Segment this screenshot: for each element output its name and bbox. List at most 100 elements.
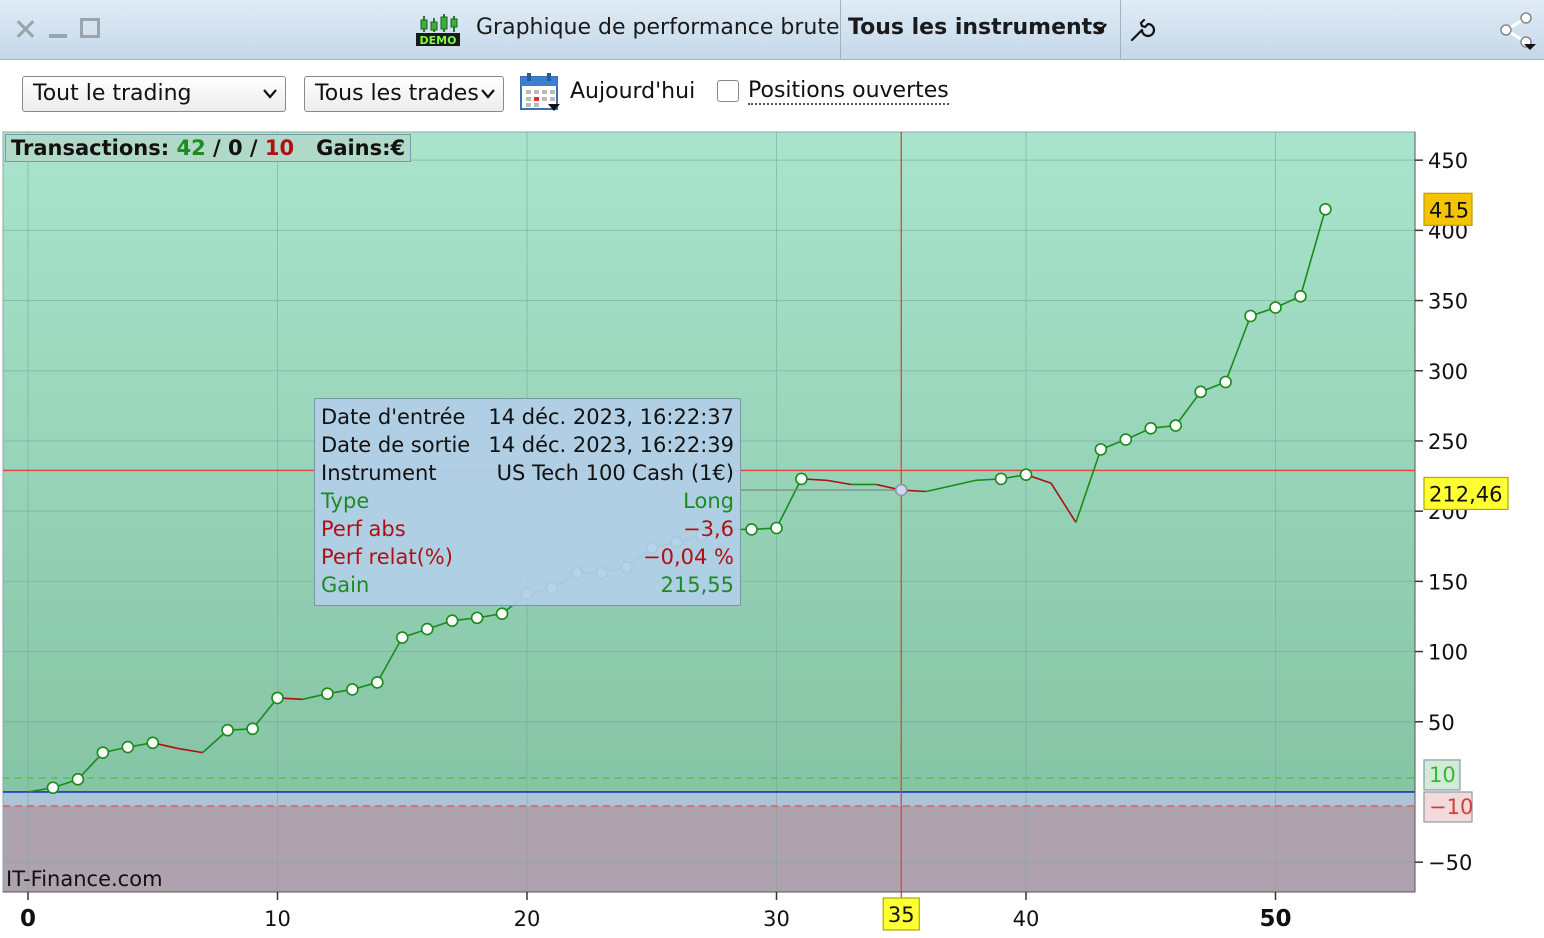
series-segment — [1075, 449, 1102, 523]
data-point — [271, 691, 284, 705]
chevron-down-icon — [263, 89, 277, 99]
tooltip-value: −3,6 — [683, 517, 734, 541]
y-tick-label: −50 — [1428, 851, 1472, 875]
data-point — [246, 722, 259, 736]
chevron-down-icon[interactable] — [1092, 22, 1108, 34]
data-point — [395, 631, 409, 644]
trading-select-value: Tout le trading — [33, 81, 192, 106]
data-point — [96, 746, 110, 759]
y-tick-label: 450 — [1428, 149, 1468, 173]
cursor-x-label-box — [882, 897, 920, 931]
instrument-selector[interactable]: Tous les instruments — [848, 15, 1106, 40]
gains-unit: € — [390, 136, 406, 160]
data-point — [1169, 419, 1182, 432]
lower-threshold-label: −10 — [1429, 795, 1473, 819]
series-segment — [1175, 391, 1202, 426]
trades-select-value: Tous les trades — [315, 81, 479, 106]
wrench-icon[interactable] — [1128, 16, 1156, 44]
losses-count: 10 — [264, 136, 295, 160]
series-segment — [1050, 482, 1077, 523]
tooltip-value: 14 déc. 2023, 16:22:37 — [488, 405, 734, 429]
transactions-label: Transactions: — [11, 136, 170, 160]
series-segment — [926, 485, 952, 493]
plot-area-negative — [3, 806, 1415, 892]
tooltip-row: Perf abs −3,6 — [321, 517, 734, 545]
tooltip-row: Type Long — [321, 489, 734, 517]
series-segment — [1224, 315, 1252, 383]
data-point — [221, 723, 234, 737]
share-icon[interactable] — [1496, 12, 1536, 50]
open-positions-checkbox[interactable] — [717, 80, 739, 102]
tooltip-row: Date de sortie 14 déc. 2023, 16:22:39 — [321, 433, 734, 461]
trade-tooltip: Date d'entrée 14 déc. 2023, 16:22:37 Date … — [314, 398, 741, 606]
demo-candles-icon: DEMO — [416, 14, 460, 46]
tooltip-value: −0,04 % — [643, 545, 734, 569]
maximize-icon[interactable] — [80, 18, 100, 38]
x-tick-label: 0 — [20, 906, 36, 932]
x-axis: 0 10 20 30 40 50 — [3, 891, 1415, 932]
close-icon[interactable] — [14, 18, 36, 40]
transactions-summary: Transactions: 42 / 0 / 10 Gains:€ — [5, 134, 412, 162]
data-point — [1144, 422, 1158, 435]
demo-badge-text: DEMO — [420, 34, 457, 46]
data-point — [1319, 203, 1332, 216]
title-separator — [840, 0, 841, 59]
today-button[interactable]: Aujourd'hui — [570, 79, 696, 104]
x-tick-label: 10 — [264, 907, 291, 931]
series-segment — [251, 697, 279, 730]
data-point — [770, 521, 783, 535]
window-title: Graphique de performance brute — [476, 15, 840, 40]
data-point — [1119, 433, 1133, 446]
data-point — [1019, 468, 1033, 481]
series-segment — [826, 479, 852, 486]
data-point — [745, 523, 758, 536]
tooltip-label: Gain — [321, 573, 370, 597]
threshold-lines — [3, 777, 1415, 807]
axis-value-labels: 415 212,46 10 −10 35 — [882, 192, 1509, 931]
wins-count: 42 — [176, 136, 206, 160]
last-value-label: 415 — [1429, 198, 1469, 222]
tooltip-row: Date d'entrée 14 déc. 2023, 16:22:37 — [321, 405, 734, 433]
y-tick-label: 350 — [1428, 290, 1468, 314]
separator: / — [249, 136, 258, 160]
data-point — [71, 773, 85, 786]
tooltip-value: 215,55 — [660, 573, 734, 597]
y-tick-label: 100 — [1428, 641, 1468, 665]
open-positions-label[interactable]: Positions ouvertes — [748, 78, 949, 105]
data-point — [795, 472, 808, 486]
upper-threshold-label: 10 — [1429, 763, 1456, 787]
cursor-value-label: 212,46 — [1429, 482, 1502, 506]
x-tick-label: 50 — [1259, 906, 1291, 932]
tooltip-row: Instrument US Tech 100 Cash (1€) — [321, 461, 734, 489]
tooltip-value: US Tech 100 Cash (1€) — [496, 461, 734, 485]
lower-threshold-label-box — [1423, 791, 1473, 823]
data-point — [1294, 290, 1307, 303]
separator: / — [213, 136, 221, 160]
data-point — [445, 614, 459, 627]
data-point — [1094, 443, 1108, 456]
tooltip-row: Gain 215,55 — [321, 573, 734, 601]
data-point — [894, 483, 908, 497]
y-tick-label: 150 — [1428, 570, 1468, 594]
series-segment — [376, 637, 403, 683]
data-point — [321, 687, 334, 700]
gains-label: Gains: — [316, 136, 391, 160]
x-tick-label: 30 — [763, 907, 790, 931]
y-tick-label: 250 — [1428, 430, 1468, 454]
tooltip-label: Date de sortie — [321, 433, 471, 457]
series-segment — [1299, 209, 1327, 297]
tooltip-label: Perf relat(%) — [321, 545, 453, 569]
tooltip-value: 14 déc. 2023, 16:22:39 — [488, 433, 734, 457]
tooltip-label: Date d'entrée — [321, 405, 466, 429]
trades-select[interactable]: Tous les trades — [304, 76, 504, 112]
minimize-icon[interactable] — [48, 18, 70, 40]
trading-select[interactable]: Tout le trading — [22, 76, 286, 112]
x-tick-label: 40 — [1013, 907, 1040, 931]
watermark: IT-Finance.com — [6, 867, 163, 891]
upper-threshold-label-box — [1423, 759, 1461, 791]
calendar-icon[interactable] — [520, 72, 560, 112]
data-point — [1269, 301, 1282, 314]
data-point — [1194, 385, 1207, 399]
